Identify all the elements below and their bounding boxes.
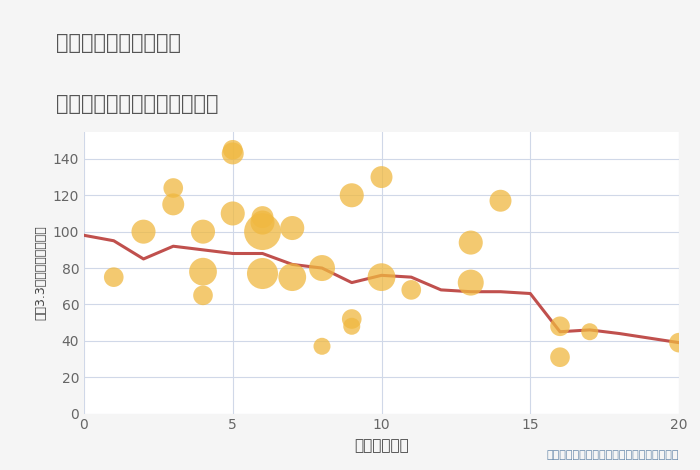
Point xyxy=(257,228,268,235)
Point xyxy=(346,322,357,330)
Point xyxy=(376,173,387,181)
Point xyxy=(495,197,506,204)
Point xyxy=(257,270,268,277)
Point xyxy=(346,315,357,323)
Point xyxy=(346,191,357,199)
Point xyxy=(138,228,149,235)
Point xyxy=(554,322,566,330)
Text: 円の大きさは、取引のあった物件面積を示す: 円の大きさは、取引のあった物件面積を示す xyxy=(547,450,679,460)
Point xyxy=(227,146,238,154)
Point xyxy=(257,213,268,221)
Y-axis label: 坪（3.3㎡）単価（万円）: 坪（3.3㎡）単価（万円） xyxy=(34,225,47,320)
Point xyxy=(465,279,476,286)
X-axis label: 駅距離（分）: 駅距離（分） xyxy=(354,438,409,453)
Point xyxy=(227,210,238,217)
Point xyxy=(554,353,566,361)
Point xyxy=(168,201,179,208)
Point xyxy=(406,286,417,294)
Point xyxy=(673,339,685,346)
Point xyxy=(197,228,209,235)
Point xyxy=(108,274,119,281)
Point xyxy=(584,328,595,336)
Point xyxy=(376,274,387,281)
Point xyxy=(287,224,298,232)
Point xyxy=(227,149,238,157)
Point xyxy=(197,268,209,275)
Point xyxy=(316,343,328,350)
Point xyxy=(257,219,268,227)
Point xyxy=(465,239,476,246)
Text: 埼玉県飯能市征矢町の: 埼玉県飯能市征矢町の xyxy=(56,33,181,53)
Point xyxy=(197,291,209,299)
Point xyxy=(287,274,298,281)
Text: 駅距離別中古マンション価格: 駅距離別中古マンション価格 xyxy=(56,94,218,114)
Point xyxy=(316,264,328,272)
Point xyxy=(168,184,179,192)
